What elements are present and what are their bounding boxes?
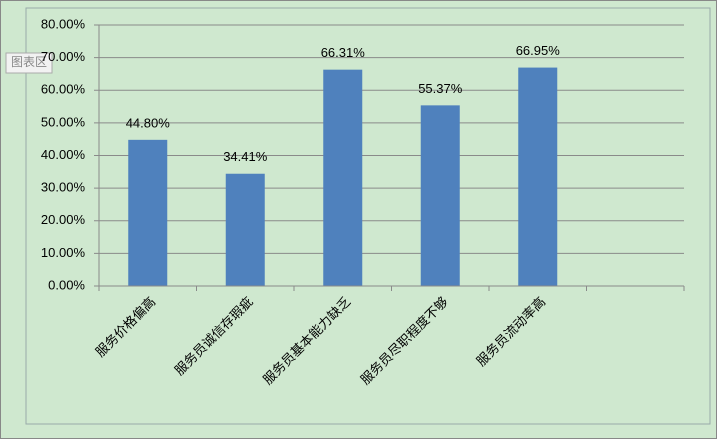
y-tick-label: 60.00% bbox=[41, 82, 86, 97]
tooltip-box bbox=[5, 52, 53, 74]
bar bbox=[518, 67, 558, 286]
bar bbox=[225, 173, 265, 286]
bar bbox=[323, 69, 363, 286]
y-tick-label: 80.00% bbox=[41, 16, 86, 31]
value-label: 44.80% bbox=[126, 115, 171, 130]
y-tick-label: 20.00% bbox=[41, 212, 86, 227]
bar bbox=[420, 105, 460, 286]
tooltip: 图表区 bbox=[11, 55, 47, 69]
chart-border bbox=[25, 7, 711, 425]
y-tick-label: 30.00% bbox=[41, 180, 86, 195]
value-label: 34.41% bbox=[223, 149, 268, 164]
bar bbox=[128, 139, 168, 286]
y-tick-label: 40.00% bbox=[41, 147, 86, 162]
y-tick-label: 10.00% bbox=[41, 245, 86, 260]
value-label: 55.37% bbox=[418, 81, 463, 96]
value-label: 66.31% bbox=[321, 45, 366, 60]
y-tick-label: 50.00% bbox=[41, 114, 86, 129]
y-tick-label: 70.00% bbox=[41, 49, 86, 64]
y-tick-label: 0.00% bbox=[48, 277, 85, 292]
value-label: 66.95% bbox=[516, 43, 561, 58]
